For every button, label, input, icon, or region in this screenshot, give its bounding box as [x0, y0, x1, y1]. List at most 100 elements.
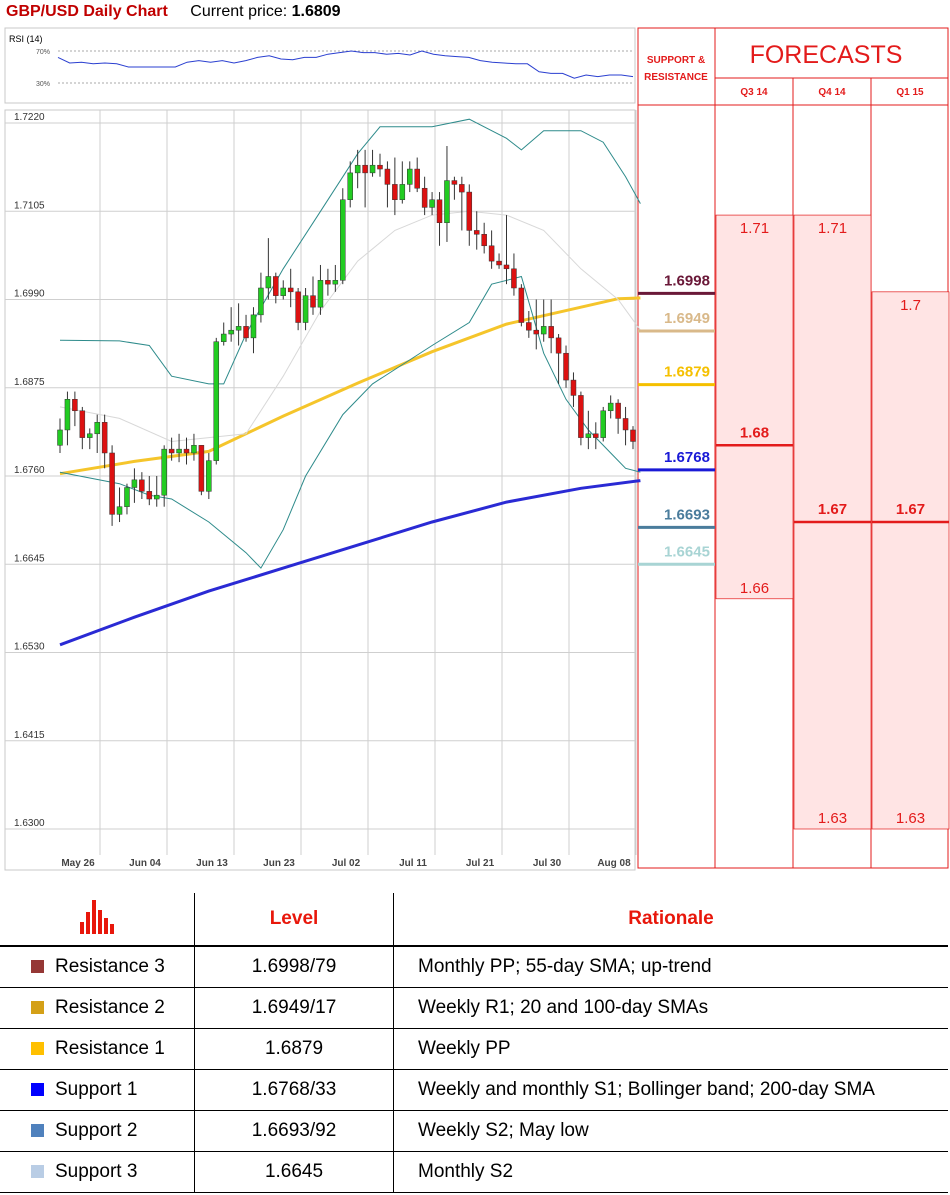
current-price-value: 1.6809	[291, 3, 341, 20]
candle-body	[563, 352, 569, 381]
x-tick-label: May 26	[61, 858, 95, 869]
candle-body	[384, 168, 391, 185]
candle	[146, 476, 153, 506]
rationale-header: Rationale	[393, 893, 948, 947]
candle-body	[429, 199, 435, 208]
candle	[228, 307, 234, 342]
forecast-high-label: 1.71	[818, 220, 847, 237]
y-tick-label: 1.7220	[14, 112, 45, 123]
candle-body	[168, 448, 175, 454]
candle-body	[280, 287, 286, 296]
y-tick-label: 1.6300	[14, 818, 45, 829]
candle	[451, 176, 458, 200]
forecast-mid-label: 1.68	[740, 424, 769, 441]
candle	[392, 157, 398, 216]
candle-body	[153, 494, 160, 500]
level-name-cell: Support 2	[0, 1110, 195, 1152]
candle-body	[325, 280, 331, 285]
candle	[213, 337, 220, 465]
candlesticks	[57, 146, 636, 526]
candle-body	[503, 264, 510, 270]
level-name: Resistance 2	[55, 997, 165, 1018]
candle-body	[340, 199, 346, 281]
level-name: Support 2	[55, 1120, 138, 1141]
candle-body	[250, 314, 257, 339]
candle	[79, 406, 86, 450]
candle	[139, 472, 145, 500]
level-value: 1.6693/92	[194, 1110, 394, 1152]
candle-body	[317, 280, 324, 308]
candle	[481, 222, 487, 254]
candle	[168, 437, 175, 461]
level-name-cell: Resistance 3	[0, 946, 195, 988]
candle	[518, 284, 525, 327]
level-name-cell: Support 3	[0, 1151, 195, 1193]
quarter-label: Q3 14	[740, 87, 768, 98]
candle-body	[511, 268, 517, 289]
candle	[362, 149, 368, 208]
candle	[354, 149, 361, 189]
forecast-low-label: 1.63	[896, 810, 925, 827]
x-tick-label: Jul 21	[466, 858, 495, 869]
forecast-high-label: 1.7	[900, 297, 921, 314]
candle	[593, 422, 599, 450]
candle	[57, 418, 63, 453]
level-value: 1.6768/33	[194, 1069, 394, 1111]
forecast-high-label: 1.71	[740, 220, 769, 237]
candle	[273, 272, 279, 304]
candle	[191, 433, 197, 461]
candle	[87, 428, 93, 450]
candle	[124, 483, 130, 515]
y-tick-label: 1.7105	[14, 200, 45, 211]
level-name: Resistance 3	[55, 956, 165, 977]
y-tick-label: 1.6990	[14, 289, 45, 300]
candle	[310, 276, 316, 315]
candle-body	[64, 399, 71, 431]
candle	[235, 303, 242, 346]
level-color-swatch	[31, 1165, 44, 1179]
level-color-swatch	[31, 1001, 44, 1015]
candle-body	[228, 329, 234, 335]
level-name-cell: Support 1	[0, 1069, 195, 1111]
sr-label: 1.6768	[664, 449, 710, 466]
candle	[101, 414, 108, 469]
level-name: Support 3	[55, 1161, 138, 1182]
x-tick-label: Jul 11	[399, 858, 427, 869]
candle-body	[533, 329, 540, 335]
sr-label: 1.6879	[664, 364, 710, 381]
candle-body	[273, 276, 279, 296]
candle-body	[451, 180, 458, 185]
candle	[578, 391, 584, 446]
candle	[607, 395, 614, 419]
candle-body	[347, 172, 353, 200]
candle-body	[600, 410, 606, 438]
candle-body	[459, 184, 465, 193]
x-tick-label: Aug 08	[597, 858, 631, 869]
level-name: Support 1	[55, 1079, 138, 1100]
sr-header-line1: SUPPORT &	[647, 55, 705, 66]
candle-body	[101, 422, 108, 454]
candle-body	[555, 337, 562, 354]
forecast-panel: SUPPORT & RESISTANCE FORECASTS Q3 14 Q4 14 Q1…	[637, 27, 949, 869]
candle-body	[407, 168, 413, 185]
sr-label: 1.6998	[664, 272, 710, 289]
candle-body	[206, 460, 212, 492]
candle	[630, 426, 636, 450]
forecast-range	[871, 291, 950, 830]
candle-body	[481, 234, 487, 247]
x-tick-label: Jun 23	[263, 858, 295, 869]
candle	[421, 176, 428, 216]
candle	[377, 153, 383, 177]
candle-body	[436, 199, 443, 224]
y-tick-label: 1.6415	[14, 730, 45, 741]
candle-body	[295, 291, 301, 323]
level-rationale: Weekly PP	[393, 1028, 948, 1070]
candle	[540, 299, 547, 342]
header-icon-cell	[0, 893, 195, 947]
candle	[153, 476, 160, 507]
level-color-swatch	[31, 1083, 44, 1097]
candle	[317, 264, 324, 315]
rsi-level-70-label: 70%	[36, 49, 50, 56]
candle	[183, 437, 190, 465]
indicator-line	[59, 479, 641, 647]
